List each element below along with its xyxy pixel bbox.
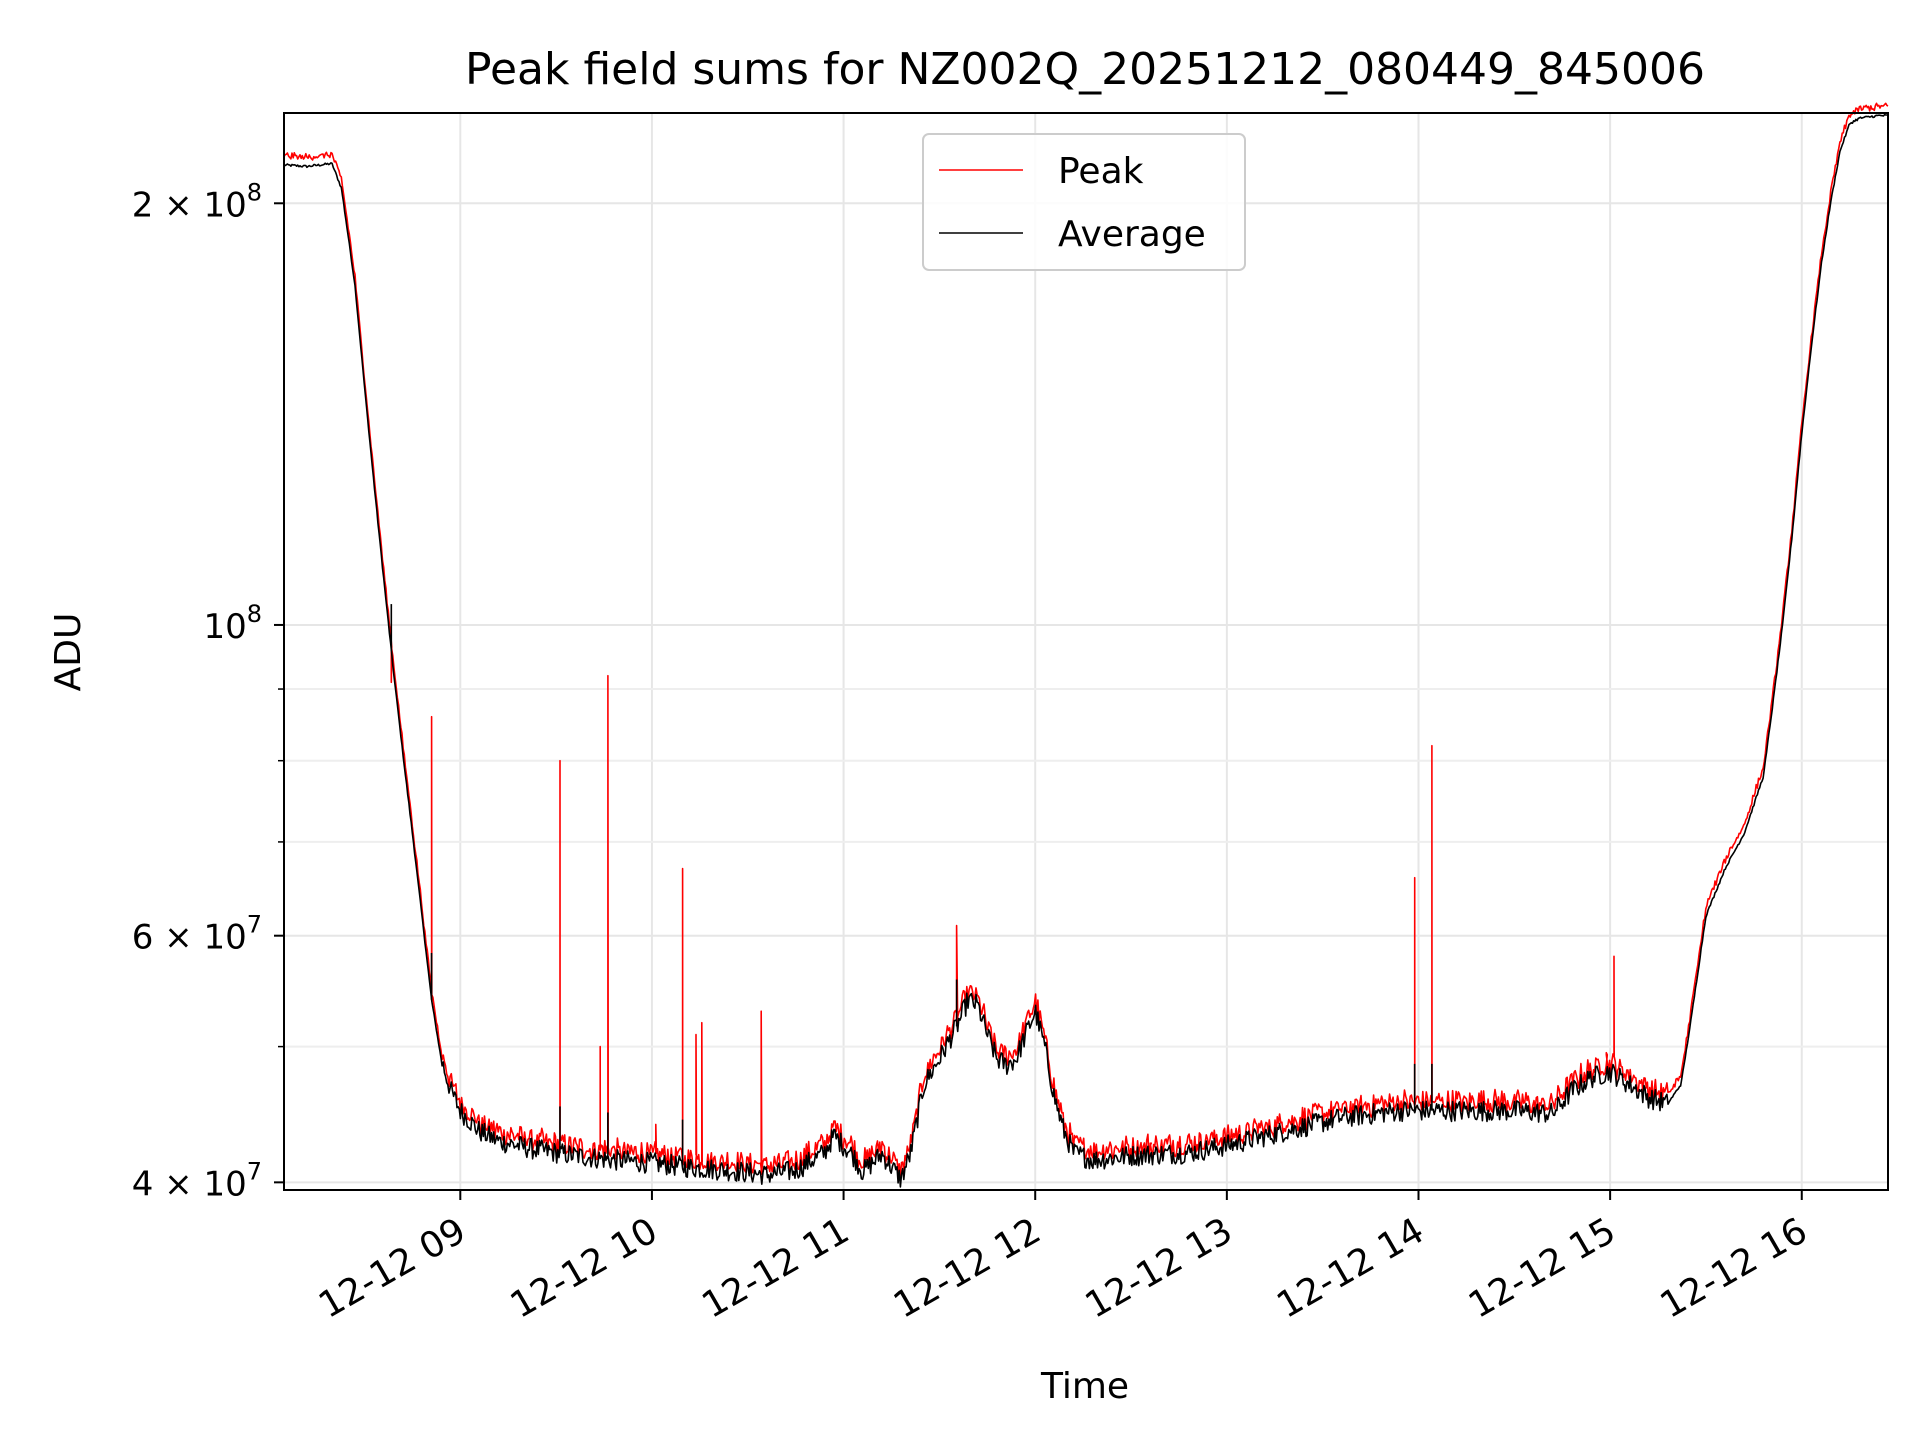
legend: Peak Average xyxy=(922,133,1246,271)
y-tick-label: 108 xyxy=(203,600,262,647)
plot-frame xyxy=(283,112,1889,1191)
legend-box xyxy=(922,133,1246,271)
legend-average-label: Average xyxy=(1058,214,1206,255)
y-tick-label: 2 × 108 xyxy=(132,178,262,225)
legend-peak-label: Peak xyxy=(1058,151,1144,192)
x-axis-label: Time xyxy=(1040,1366,1129,1407)
y-tick-label: 6 × 107 xyxy=(132,911,262,958)
series-group xyxy=(283,102,1889,1188)
y-axis-label: ADU xyxy=(48,613,89,692)
grid xyxy=(284,113,1888,1190)
y-tick-label: 4 × 107 xyxy=(132,1157,262,1204)
y-axis: 4 × 107 6 × 107 108 2 × 108 xyxy=(132,178,284,1204)
chart-title: Peak field sums for NZ002Q_20251212_0804… xyxy=(465,44,1705,95)
series-average-line xyxy=(283,113,1888,1188)
